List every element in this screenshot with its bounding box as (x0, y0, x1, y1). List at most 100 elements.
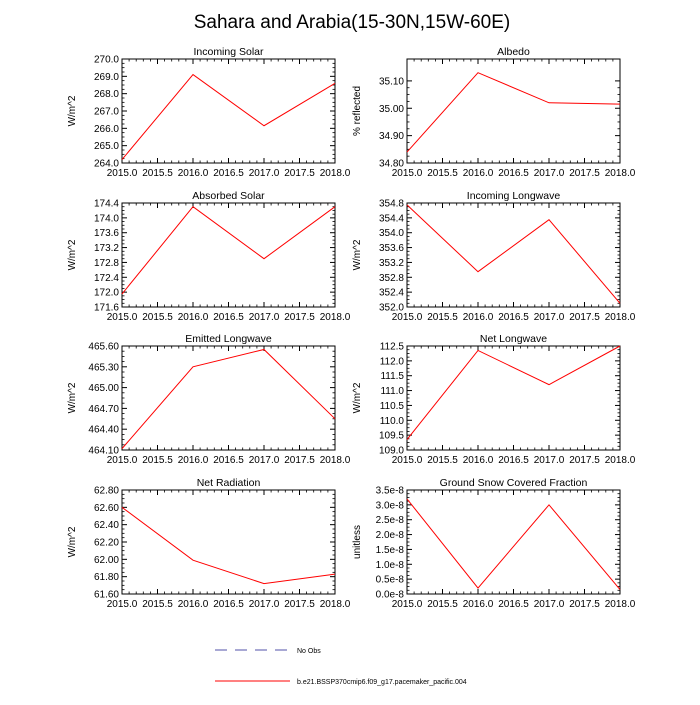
y-tick-label: 112.5 (380, 342, 405, 353)
x-tick-label: 2017.5 (569, 312, 600, 323)
series-line (122, 75, 335, 160)
x-tick-label: 2016.0 (178, 168, 209, 179)
x-tick-label: 2017.5 (569, 455, 600, 466)
y-tick-label: 1.5e-8 (376, 545, 405, 556)
y-tick-label: 352.0 (379, 303, 404, 314)
y-axis-label: % reflected (352, 86, 363, 136)
series-line (407, 346, 620, 440)
y-axis-label: W/m^2 (67, 382, 78, 413)
x-tick-label: 2015.0 (392, 168, 423, 179)
x-tick-label: 2016.5 (498, 455, 529, 466)
series-line (122, 507, 335, 583)
x-tick-label: 2016.5 (498, 168, 529, 179)
y-tick-label: 353.6 (379, 243, 404, 254)
y-tick-label: 172.4 (94, 273, 119, 284)
y-tick-label: 111.5 (380, 371, 404, 382)
y-tick-label: 270.0 (94, 55, 119, 66)
x-tick-label: 2017.5 (569, 168, 600, 179)
y-tick-label: 268.0 (94, 89, 119, 100)
series-line (122, 349, 335, 448)
x-tick-label: 2015.0 (107, 168, 138, 179)
x-tick-label: 2017.0 (249, 312, 280, 323)
x-tick-label: 2015.5 (427, 455, 458, 466)
x-tick-label: 2017.5 (569, 599, 600, 610)
y-tick-label: 61.80 (94, 572, 119, 583)
y-tick-label: 464.40 (88, 425, 119, 436)
x-tick-label: 2018.0 (605, 455, 636, 466)
panel-title: Ground Snow Covered Fraction (440, 477, 588, 489)
x-tick-label: 2017.0 (249, 168, 280, 179)
x-tick-label: 2015.0 (107, 455, 138, 466)
plot-frame (407, 346, 620, 450)
x-tick-label: 2018.0 (320, 312, 351, 323)
y-tick-label: 35.00 (379, 104, 404, 115)
x-tick-label: 2017.0 (249, 599, 280, 610)
y-tick-label: 3.5e-8 (376, 486, 405, 497)
x-tick-label: 2015.0 (107, 599, 138, 610)
panels: 2015.0 2015.5 2016.0 2016.5 2017.0 2017.5 2018… (67, 46, 636, 610)
y-tick-label: 34.80 (379, 159, 404, 170)
x-tick-label: 2017.5 (284, 599, 315, 610)
legend-obs-label: No Obs (297, 648, 321, 655)
panel-title: Incoming Solar (193, 46, 264, 58)
figure-title: Sahara and Arabia(15-30N,15W-60E) (194, 12, 511, 33)
x-tick-label: 2016.0 (463, 455, 494, 466)
y-tick-label: 34.90 (379, 131, 404, 142)
x-tick-label: 2015.0 (392, 599, 423, 610)
x-tick-label: 2017.0 (534, 312, 565, 323)
y-tick-label: 112.0 (380, 356, 405, 367)
y-axis-label: unitless (352, 525, 363, 559)
y-tick-label: 109.5 (379, 431, 404, 442)
x-tick-label: 2015.5 (427, 312, 458, 323)
series-line (407, 499, 620, 590)
plot-frame (122, 346, 335, 450)
y-tick-label: 172.0 (94, 288, 119, 299)
y-tick-label: 171.6 (94, 303, 119, 314)
y-tick-label: 0.0e-8 (376, 590, 405, 601)
y-tick-label: 354.4 (379, 213, 404, 224)
y-tick-label: 62.60 (94, 503, 119, 514)
x-tick-label: 2016.0 (178, 455, 209, 466)
x-tick-label: 2015.0 (107, 312, 138, 323)
y-tick-label: 265.0 (94, 141, 119, 152)
x-tick-label: 2017.5 (284, 168, 315, 179)
panel-title: Incoming Longwave (467, 190, 561, 202)
x-tick-label: 2018.0 (605, 168, 636, 179)
y-tick-label: 354.0 (379, 228, 404, 239)
y-tick-label: 352.8 (379, 273, 404, 284)
y-tick-label: 62.00 (94, 555, 119, 566)
x-tick-label: 2018.0 (320, 168, 351, 179)
x-tick-label: 2018.0 (320, 599, 351, 610)
x-tick-label: 2018.0 (605, 312, 636, 323)
panel-title: Absorbed Solar (192, 190, 265, 202)
y-tick-label: 267.0 (94, 107, 119, 118)
panel-title: Net Longwave (480, 333, 547, 345)
x-tick-label: 2015.5 (142, 168, 173, 179)
x-tick-label: 2018.0 (320, 455, 351, 466)
y-tick-label: 465.30 (88, 362, 119, 373)
y-tick-label: 110.0 (380, 416, 405, 427)
x-tick-label: 2017.0 (534, 599, 565, 610)
x-tick-label: 2016.5 (213, 599, 244, 610)
x-tick-label: 2016.0 (463, 168, 494, 179)
y-tick-label: 1.0e-8 (376, 560, 405, 571)
legend-model-label: b.e21.BSSP370cmip6.f09_g17.pacemaker_pac… (297, 679, 467, 686)
x-tick-label: 2017.5 (284, 455, 315, 466)
x-tick-label: 2015.5 (427, 599, 458, 610)
y-tick-label: 264.0 (94, 159, 119, 170)
x-tick-label: 2015.5 (142, 312, 173, 323)
y-axis-label: W/m^2 (352, 382, 363, 413)
x-tick-label: 2017.5 (284, 312, 315, 323)
x-tick-label: 2016.5 (213, 168, 244, 179)
x-tick-label: 2017.0 (534, 455, 565, 466)
y-tick-label: 174.4 (94, 199, 119, 210)
y-tick-label: 62.80 (94, 486, 119, 497)
y-tick-label: 110.5 (380, 401, 405, 412)
y-tick-label: 353.2 (379, 258, 404, 269)
panel-title: Net Radiation (197, 477, 261, 489)
x-tick-label: 2016.0 (463, 599, 494, 610)
series-line (122, 207, 335, 294)
